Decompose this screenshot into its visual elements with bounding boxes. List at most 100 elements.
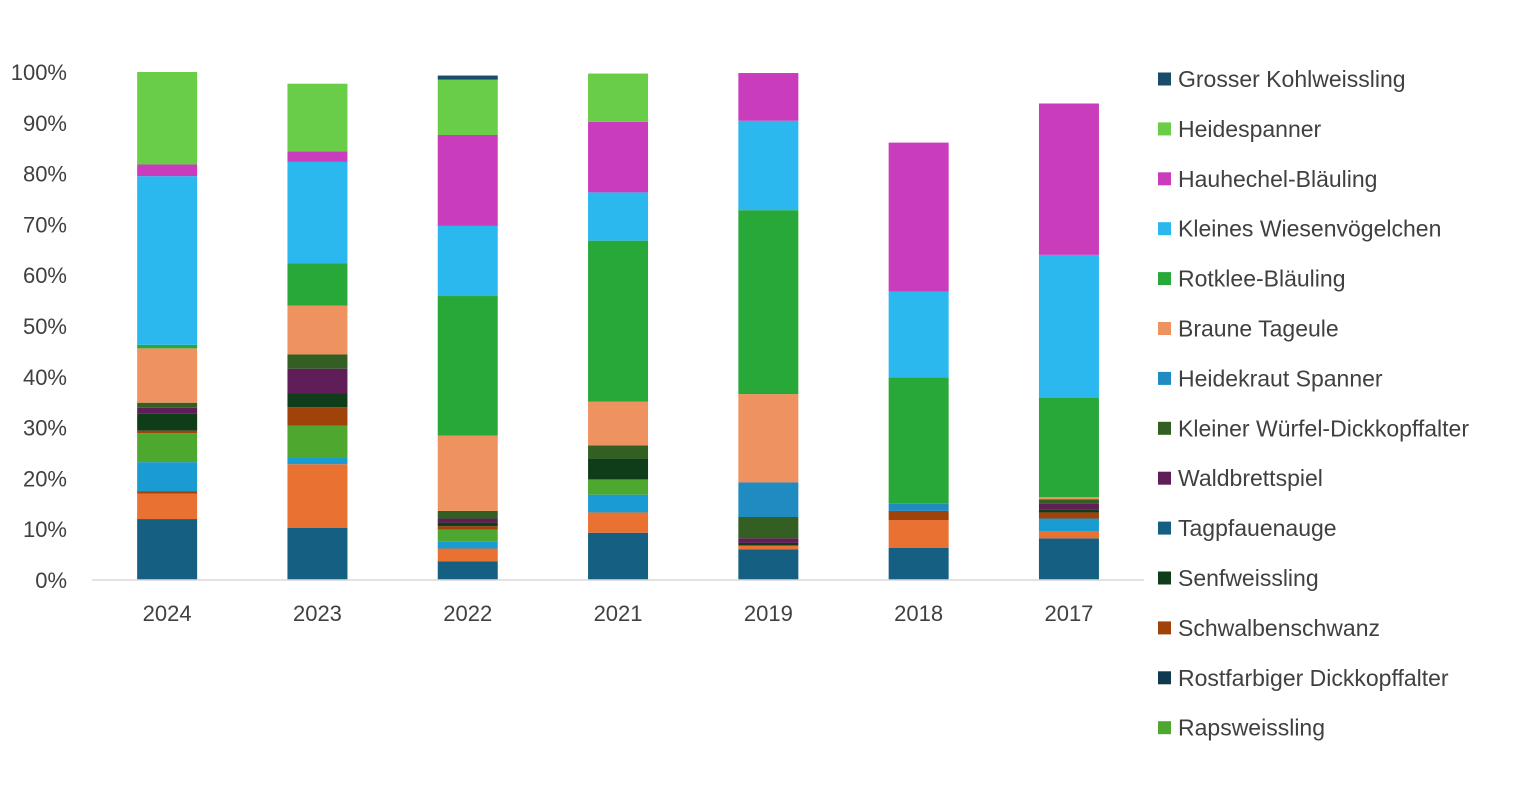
bar-segment bbox=[437, 561, 498, 580]
bar-segment bbox=[888, 520, 949, 548]
bar-segment bbox=[888, 142, 949, 292]
bar-segment bbox=[588, 512, 649, 533]
bar-segment bbox=[287, 464, 348, 528]
y-tick-label: 20% bbox=[23, 466, 67, 491]
bar-segment bbox=[738, 73, 799, 121]
legend-swatch bbox=[1158, 322, 1171, 335]
bar-segment bbox=[588, 479, 649, 495]
legend-swatch bbox=[1158, 222, 1171, 236]
legend-label: Braune Tageule bbox=[1178, 316, 1339, 342]
legend-swatch bbox=[1158, 721, 1171, 735]
x-tick-label: 2021 bbox=[594, 601, 643, 626]
bar-segment bbox=[137, 491, 198, 494]
bar-segment bbox=[738, 120, 799, 211]
bar-segment bbox=[588, 445, 649, 459]
legend-swatch bbox=[1158, 671, 1171, 685]
x-tick-label: 2017 bbox=[1044, 601, 1093, 626]
y-tick-label: 10% bbox=[23, 517, 67, 542]
bar-segment bbox=[588, 401, 649, 446]
bar-segment bbox=[287, 354, 348, 369]
bar-segment bbox=[287, 83, 348, 152]
legend-swatch bbox=[1158, 172, 1171, 186]
bar-segment bbox=[287, 407, 348, 426]
bar-segment bbox=[1038, 497, 1099, 500]
bar-segment bbox=[137, 348, 198, 403]
legend-item: Rotklee-Bläuling bbox=[1158, 266, 1345, 292]
bar-segment bbox=[437, 529, 498, 542]
bar-segment bbox=[437, 510, 498, 519]
legend-label: Rostfarbiger Dickkopffalter bbox=[1178, 665, 1449, 691]
bar-segment bbox=[437, 522, 498, 527]
bar-segment bbox=[1038, 531, 1099, 539]
legend-swatch bbox=[1158, 272, 1171, 286]
y-tick-label: 90% bbox=[23, 111, 67, 136]
legend-item: Tagpfauenauge bbox=[1158, 515, 1337, 541]
bar-segment bbox=[437, 526, 498, 530]
bar-segment bbox=[287, 393, 348, 408]
legend-item: Kleiner Würfel-Dickkopffalter bbox=[1158, 415, 1469, 441]
bar-segment bbox=[1038, 509, 1099, 513]
legend-item: Senfweissling bbox=[1158, 565, 1319, 591]
bar-segment bbox=[738, 482, 799, 518]
bar-segment bbox=[287, 457, 348, 465]
legend-swatch bbox=[1158, 421, 1171, 435]
bar-segment bbox=[1038, 254, 1099, 398]
bar-segment bbox=[588, 121, 649, 193]
bar-segment bbox=[1038, 503, 1099, 510]
legend-item: Schwalbenschwanz bbox=[1158, 615, 1380, 641]
legend-label: Rotklee-Bläuling bbox=[1178, 266, 1345, 292]
bar-segment bbox=[287, 527, 348, 580]
bar-segment bbox=[137, 433, 198, 463]
y-axis: 0% 10% 20% 30% 40% 50% 60% 70% 80% 90% 100% bbox=[11, 60, 67, 593]
bar-segment bbox=[137, 462, 198, 492]
bar-segment bbox=[287, 305, 348, 355]
x-tick-label: 2024 bbox=[143, 601, 192, 626]
bar-segment bbox=[437, 134, 498, 226]
legend-swatch bbox=[1158, 471, 1171, 485]
x-tick-label: 2023 bbox=[293, 601, 342, 626]
bar-segment bbox=[137, 407, 198, 414]
legend-item: Kleines Wiesenvögelchen bbox=[1158, 216, 1441, 242]
legend-swatch bbox=[1158, 521, 1171, 535]
bar-segment bbox=[588, 532, 649, 580]
bar-segment bbox=[437, 296, 498, 436]
bar-segment bbox=[137, 493, 198, 520]
bar-segment bbox=[1038, 499, 1099, 504]
bar-segment bbox=[287, 151, 348, 162]
y-tick-label: 70% bbox=[23, 212, 67, 237]
bar-segment bbox=[1038, 512, 1099, 519]
bar-segment bbox=[137, 430, 198, 434]
legend-label: Kleines Wiesenvögelchen bbox=[1178, 216, 1441, 242]
bar-segment bbox=[137, 176, 198, 345]
bar-segment bbox=[588, 494, 649, 513]
bar-segment bbox=[738, 542, 799, 546]
bar-segment bbox=[437, 518, 498, 523]
legend-label: Grosser Kohlweissling bbox=[1178, 66, 1406, 92]
bar-segment bbox=[588, 73, 649, 122]
x-tick-label: 2019 bbox=[744, 601, 793, 626]
bar-segment bbox=[1038, 397, 1099, 498]
bar-segment bbox=[287, 425, 348, 458]
legend-label: Schwalbenschwanz bbox=[1178, 615, 1380, 641]
legend-item: Heidespanner bbox=[1158, 116, 1322, 142]
bar-segment bbox=[588, 458, 649, 480]
bar-segment bbox=[738, 545, 799, 550]
x-tick-label: 2018 bbox=[894, 601, 943, 626]
legend-item: Heidekraut Spanner bbox=[1158, 365, 1383, 391]
bar-segment bbox=[437, 541, 498, 549]
bar-segment bbox=[888, 547, 949, 580]
bar-segment bbox=[287, 263, 348, 306]
y-tick-label: 0% bbox=[35, 568, 67, 593]
y-tick-label: 60% bbox=[23, 263, 67, 288]
legend: Grosser Kohlweissling Heidespanner Hauhech… bbox=[1158, 66, 1469, 741]
legend-swatch bbox=[1158, 621, 1171, 635]
legend-label: Senfweissling bbox=[1178, 565, 1319, 591]
bar-segment bbox=[137, 72, 198, 165]
legend-item: Waldbrettspiel bbox=[1158, 465, 1323, 491]
legend-swatch bbox=[1158, 72, 1171, 86]
bar-segment bbox=[137, 164, 198, 177]
legend-item: Braune Tageule bbox=[1158, 316, 1339, 342]
bar-segment bbox=[437, 548, 498, 562]
legend-label: Kleiner Würfel-Dickkopffalter bbox=[1178, 415, 1469, 441]
